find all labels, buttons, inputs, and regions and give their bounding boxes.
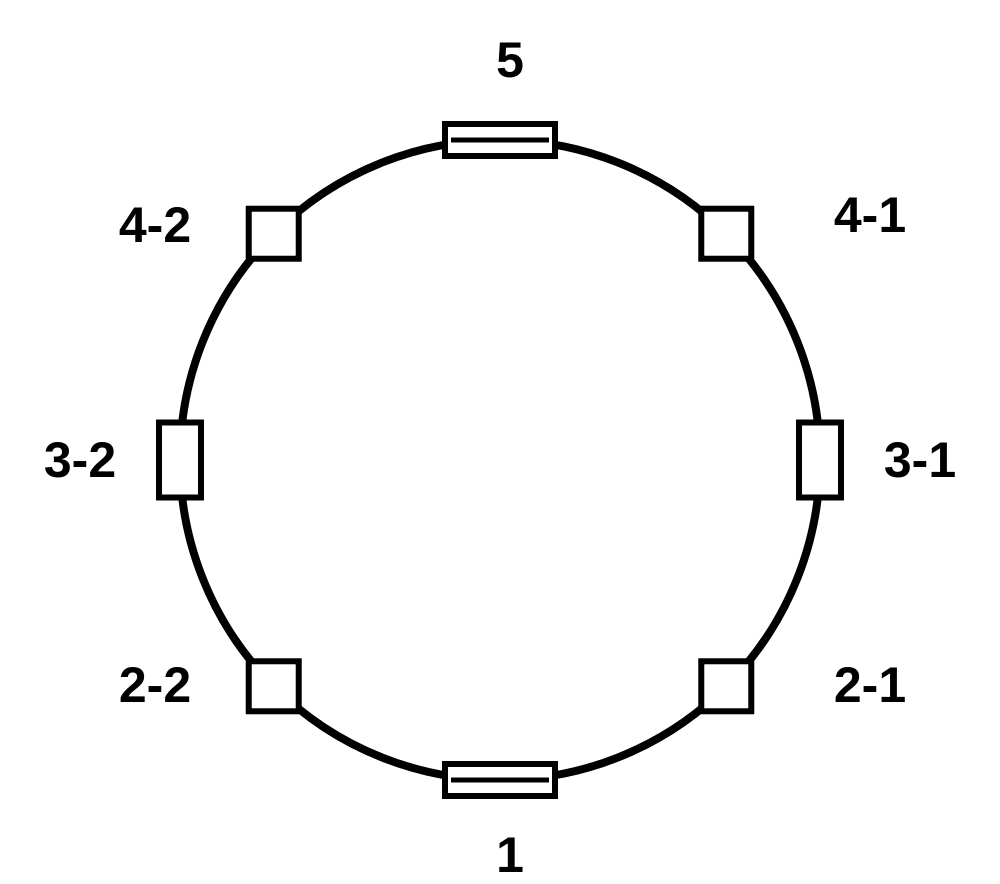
node-2-2-rect bbox=[249, 661, 299, 711]
node-2-2-label: 2-2 bbox=[119, 656, 191, 714]
node-4-2-rect bbox=[249, 209, 299, 259]
node-2-1-label: 2-1 bbox=[834, 656, 906, 714]
node-3-2-label: 3-2 bbox=[44, 431, 116, 489]
node-2-1-rect bbox=[701, 661, 751, 711]
node-4-1-rect bbox=[701, 209, 751, 259]
node-4-1-label: 4-1 bbox=[834, 186, 906, 244]
node-1-label: 1 bbox=[496, 826, 524, 884]
node-5-label: 5 bbox=[496, 31, 524, 89]
node-4-2-label: 4-2 bbox=[119, 196, 191, 254]
diagram-container: 12-13-14-154-23-22-2 bbox=[0, 0, 1000, 872]
node-3-1-label: 3-1 bbox=[884, 431, 956, 489]
node-3-2-rect bbox=[159, 423, 201, 498]
diagram-svg bbox=[0, 0, 1000, 872]
node-3-1-rect bbox=[799, 423, 841, 498]
